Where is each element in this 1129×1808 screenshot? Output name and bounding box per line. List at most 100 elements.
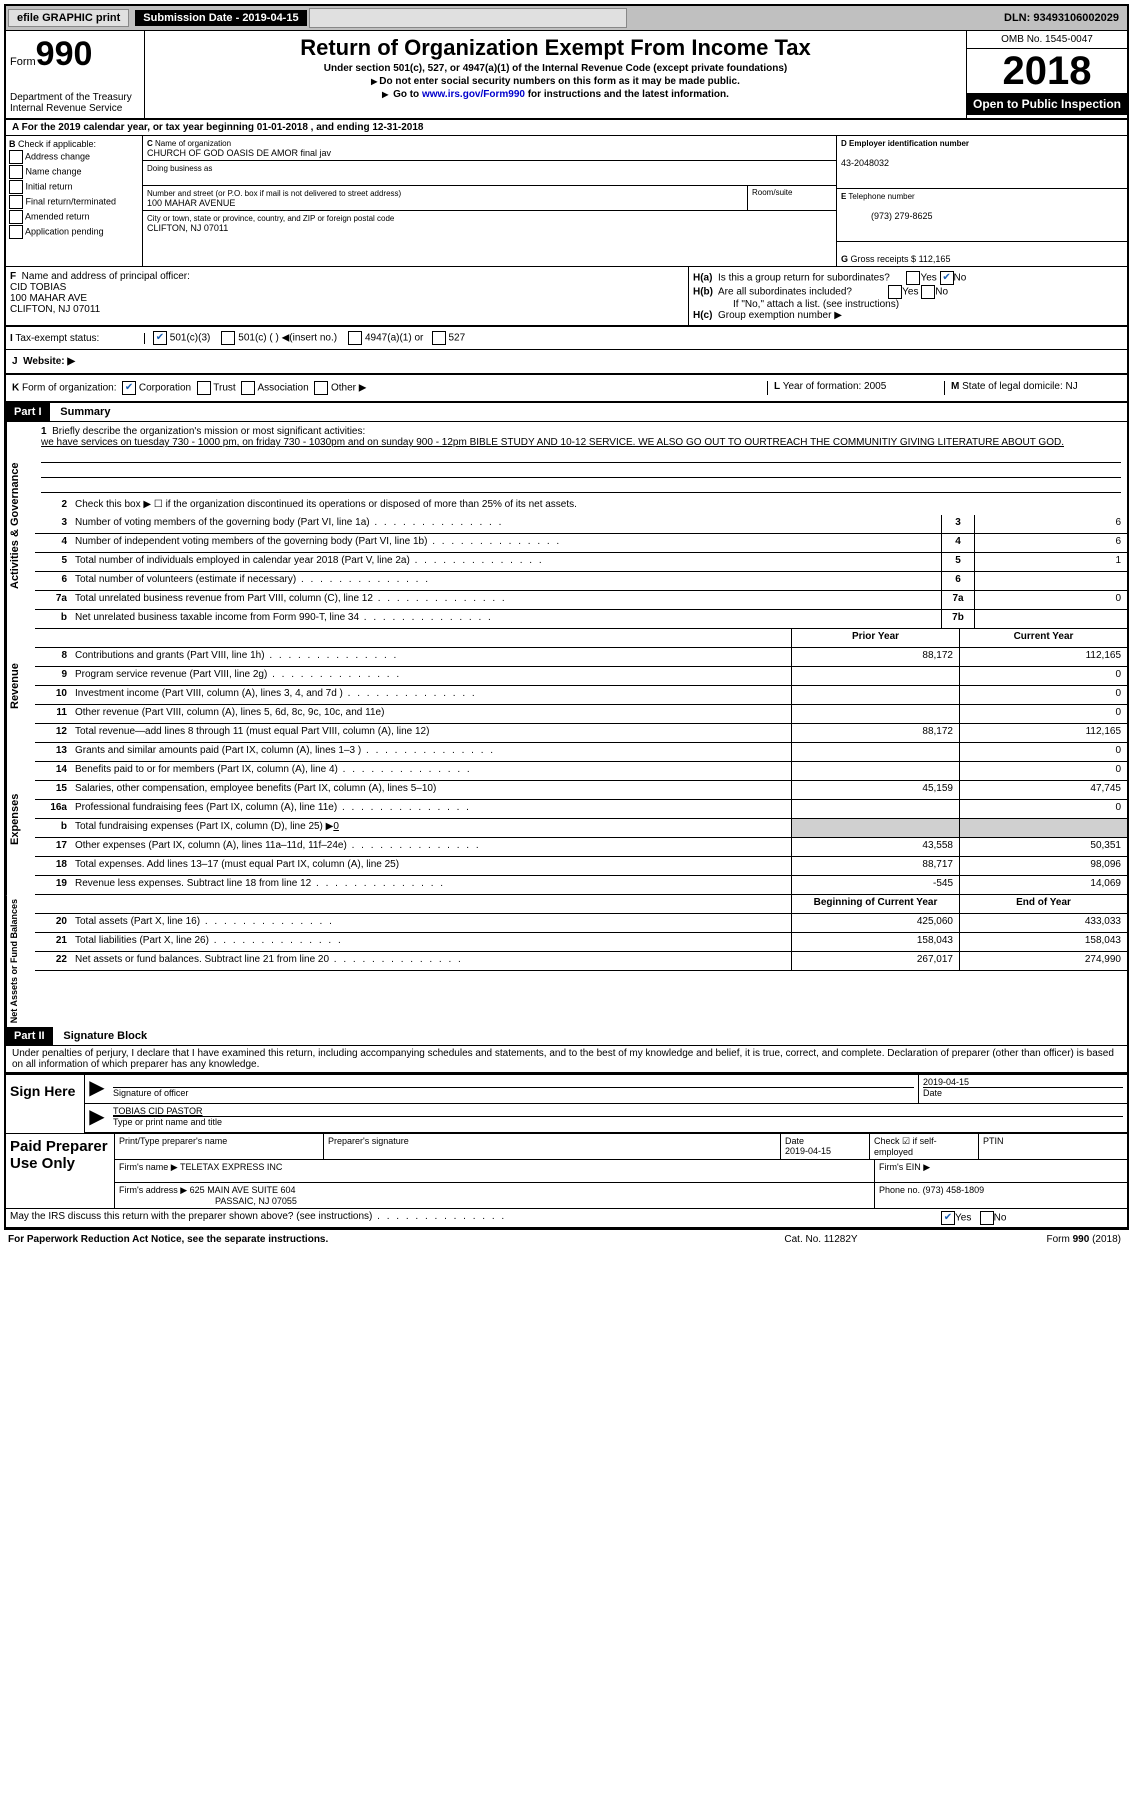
line-17: Other expenses (Part IX, column (A), lin… xyxy=(71,838,791,856)
p9 xyxy=(791,667,959,685)
ck-other[interactable] xyxy=(314,381,328,395)
h-section: H(a) Is this a group return for subordin… xyxy=(688,267,1127,325)
dept: Department of the Treasury Internal Reve… xyxy=(10,92,140,114)
ck-pending[interactable]: Application pending xyxy=(9,225,139,239)
vlabel-exp: Expenses xyxy=(6,743,35,895)
activities-grid: Activities & Governance 1 Briefly descri… xyxy=(6,422,1127,629)
officer-addr1: 100 MAHAR AVE xyxy=(10,293,87,304)
ck-initial[interactable]: Initial return xyxy=(9,180,139,194)
mission-text: we have services on tuesday 730 - 1000 p… xyxy=(41,437,1064,448)
penalty-text: Under penalties of perjury, I declare th… xyxy=(6,1046,1127,1073)
ck-name[interactable]: Name change xyxy=(9,165,139,179)
i-status: I Tax-exempt status: 501(c)(3) 501(c) ( … xyxy=(6,326,1127,350)
p19: -545 xyxy=(791,876,959,894)
line-18: Total expenses. Add lines 13–17 (must eq… xyxy=(71,857,791,875)
footer: For Paperwork Reduction Act Notice, see … xyxy=(4,1230,1125,1249)
line-19: Revenue less expenses. Subtract line 18 … xyxy=(71,876,791,894)
line-16a: Professional fundraising fees (Part IX, … xyxy=(71,800,791,818)
line-7b: Net unrelated business taxable income fr… xyxy=(71,610,941,628)
ck-corp[interactable] xyxy=(122,381,136,395)
gross-val: 112,165 xyxy=(919,254,951,264)
ptin-col: PTIN xyxy=(979,1134,1127,1159)
submission-date: Submission Date - 2019-04-15 xyxy=(135,10,306,26)
f-officer: F Name and address of principal officer:… xyxy=(6,267,688,325)
part2-header: Part II xyxy=(6,1027,53,1045)
org-name: CHURCH OF GOD OASIS DE AMOR final jav xyxy=(147,148,331,158)
sub3-pre: Go to xyxy=(393,89,422,100)
d-phone: E Telephone number (973) 279-8625 xyxy=(837,189,1127,242)
revenue-grid: Revenue Prior Year Current Year 8 Contri… xyxy=(6,629,1127,743)
p17: 43,558 xyxy=(791,838,959,856)
prep-name-col: Print/Type preparer's name xyxy=(115,1134,324,1159)
part1-header: Part I xyxy=(6,403,50,421)
p11 xyxy=(791,705,959,723)
ha: H(a) Is this a group return for subordin… xyxy=(693,271,1123,285)
header-left: Form990 Department of the Treasury Inter… xyxy=(6,31,145,118)
p14 xyxy=(791,762,959,780)
c21: 158,043 xyxy=(959,933,1127,951)
paid-section: Paid Preparer Use Only Print/Type prepar… xyxy=(6,1133,1127,1208)
vlabel-net: Net Assets or Fund Balances xyxy=(6,895,35,1027)
blank-button xyxy=(309,8,627,28)
c11: 0 xyxy=(959,705,1127,723)
ck-4947[interactable] xyxy=(348,331,362,345)
line-22: Net assets or fund balances. Subtract li… xyxy=(71,952,791,970)
sub3-post: for instructions and the latest informat… xyxy=(525,89,729,100)
ck-527[interactable] xyxy=(432,331,446,345)
ck-501c[interactable] xyxy=(221,331,235,345)
line-14: Benefits paid to or for members (Part IX… xyxy=(71,762,791,780)
col-b: B Check if applicable: Address change Na… xyxy=(6,136,143,266)
col-d: D Employer identification number 43-2048… xyxy=(836,136,1127,266)
discuss-line: May the IRS discuss this return with the… xyxy=(6,1209,935,1227)
d-gross: G Gross receipts $ 112,165 xyxy=(837,242,1127,266)
room-suite: Room/suite xyxy=(748,186,836,210)
c22: 274,990 xyxy=(959,952,1127,970)
c-name: C Name of organization CHURCH OF GOD OAS… xyxy=(143,136,836,161)
header-mid: Return of Organization Exempt From Incom… xyxy=(145,31,966,118)
k-row: K Form of organization: Corporation Trus… xyxy=(6,375,1127,403)
current-head: Current Year xyxy=(959,629,1127,647)
line-3: Number of voting members of the governin… xyxy=(71,515,941,533)
ck-address[interactable]: Address change xyxy=(9,150,139,164)
c-dba: Doing business as xyxy=(143,161,836,186)
part2-title: Signature Block xyxy=(55,1030,147,1042)
end-head: End of Year xyxy=(959,895,1127,913)
form-num: 990 xyxy=(36,35,93,73)
ck-501c3[interactable] xyxy=(153,331,167,345)
p16a xyxy=(791,800,959,818)
form-number: Form990 xyxy=(10,35,140,74)
val-7b xyxy=(974,610,1127,628)
paid-label: Paid Preparer Use Only xyxy=(6,1134,115,1208)
dln-number: DLN: 93493106002029 xyxy=(1004,12,1127,24)
ck-assoc[interactable] xyxy=(241,381,255,395)
c8: 112,165 xyxy=(959,648,1127,666)
ck-trust[interactable] xyxy=(197,381,211,395)
ck-amended[interactable]: Amended return xyxy=(9,210,139,224)
line-21: Total liabilities (Part X, line 26) xyxy=(71,933,791,951)
row-fh: F Name and address of principal officer:… xyxy=(6,267,1127,326)
omb-number: OMB No. 1545-0047 xyxy=(967,31,1127,49)
firm-ein: Firm's EIN ▶ xyxy=(875,1160,1127,1182)
footer-right: Form 990 (2018) xyxy=(921,1234,1121,1245)
form990-link[interactable]: www.irs.gov/Form990 xyxy=(422,89,525,100)
tax-year: 2018 xyxy=(967,49,1127,93)
efile-button[interactable]: efile GRAPHIC print xyxy=(8,9,129,27)
c-street-row: Number and street (or P.O. box if mail i… xyxy=(143,186,836,211)
c13: 0 xyxy=(959,743,1127,761)
discuss-no[interactable] xyxy=(980,1211,994,1225)
line-6: Total number of volunteers (estimate if … xyxy=(71,572,941,590)
discuss-yes[interactable] xyxy=(941,1211,955,1225)
p10 xyxy=(791,686,959,704)
line-20: Total assets (Part X, line 16) xyxy=(71,914,791,932)
prior-head: Prior Year xyxy=(791,629,959,647)
hb-note: If "No," attach a list. (see instruction… xyxy=(693,299,1123,310)
p20: 425,060 xyxy=(791,914,959,932)
main-title: Return of Organization Exempt From Incom… xyxy=(153,35,958,61)
net-grid: Net Assets or Fund Balances Beginning of… xyxy=(6,895,1127,1027)
officer-addr2: CLIFTON, NJ 07011 xyxy=(10,304,100,315)
c12: 112,165 xyxy=(959,724,1127,742)
line-16b: Total fundraising expenses (Part IX, col… xyxy=(71,819,791,837)
form-word: Form xyxy=(10,56,36,68)
ck-final[interactable]: Final return/terminated xyxy=(9,195,139,209)
prep-date-col: Date2019-04-15 xyxy=(781,1134,870,1159)
